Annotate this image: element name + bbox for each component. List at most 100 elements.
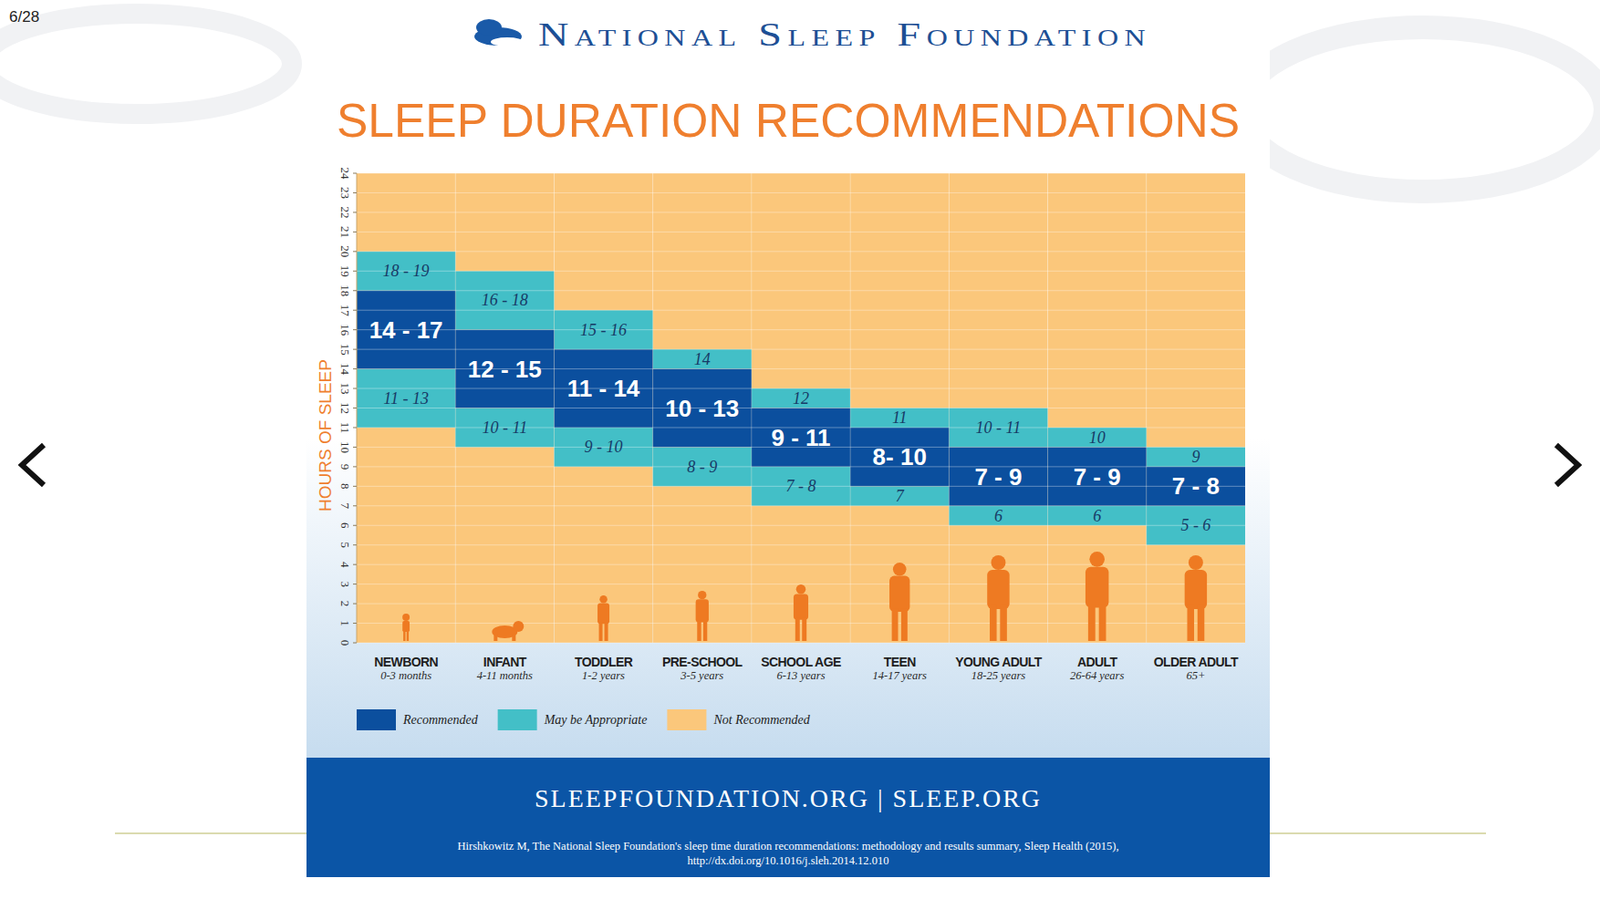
range-bar [1048, 427, 1147, 447]
category-label: PRE-SCHOOL [662, 654, 743, 670]
tick-label: 17 [338, 304, 353, 318]
data-label: 14 [694, 350, 711, 369]
tick-label: 3 [338, 581, 353, 588]
category-age: 26-64 years [1070, 669, 1124, 683]
grid-line [356, 407, 1246, 409]
grid-line [356, 192, 1246, 194]
data-labels: 14 - 1712 - 1511 - 1410 - 139 - 118- 107… [369, 261, 1220, 535]
grid-line [356, 310, 1246, 312]
data-label: 9 [1191, 447, 1200, 467]
silhouette [599, 622, 603, 642]
category-label: OLDER ADULT [1153, 654, 1239, 670]
range-bar [850, 427, 949, 487]
tick [353, 192, 357, 194]
logo [474, 19, 524, 47]
tick [353, 407, 357, 409]
grid-line [356, 329, 1246, 331]
tick-label: 24 [338, 167, 353, 181]
silhouette [599, 595, 608, 604]
prev-arrow[interactable] [21, 445, 44, 486]
category-age: 65+ [1185, 669, 1206, 683]
column-divider [948, 173, 950, 644]
silhouette [889, 576, 910, 613]
data-label: 11 [892, 408, 908, 427]
silhouette [1184, 570, 1207, 610]
data-label: 8 - 9 [686, 457, 717, 477]
tick-label: 21 [338, 226, 353, 239]
tick [353, 270, 357, 272]
tick [353, 349, 357, 351]
range-bar [356, 369, 456, 428]
tick [353, 368, 357, 370]
range-bar [356, 290, 456, 370]
next-arrow[interactable] [1556, 445, 1579, 486]
swirl [1240, 27, 1600, 192]
range-bar [455, 330, 554, 409]
tick-label: 5 [338, 541, 353, 549]
silhouettes [402, 551, 1207, 642]
column-divider [850, 173, 852, 644]
silhouette [1089, 551, 1105, 568]
data-label: 9 - 11 [770, 424, 831, 452]
tick [353, 310, 357, 312]
category-age: 14-17 years [872, 669, 927, 683]
logo-shape [476, 19, 502, 36]
tick [353, 329, 357, 331]
citation: http://dx.doi.org/10.1016/j.sleh.2014.12… [687, 854, 890, 868]
data-label: 15 - 16 [580, 321, 627, 340]
silhouette [1188, 555, 1204, 571]
data-label: 12 [792, 389, 810, 408]
panel [306, 0, 1270, 759]
silhouette [990, 555, 1006, 571]
data-label: 7 - 9 [974, 463, 1022, 491]
tick [353, 505, 357, 507]
tick-label: 16 [338, 323, 353, 337]
y-axis-label: HOURS OF SLEEP [315, 359, 335, 512]
silhouette [403, 631, 406, 642]
grid-line [356, 583, 1246, 585]
y-axis: 0123456789101112131415161718192021222324 [338, 167, 358, 647]
data-label: 16 - 18 [481, 290, 529, 310]
legend-label: Not Recommended [712, 713, 811, 728]
tick-label: 8 [338, 483, 353, 490]
silhouette [1085, 567, 1109, 609]
range-bar [1146, 446, 1246, 467]
legend-label: May be Appropriate [543, 713, 648, 728]
silhouette [697, 591, 707, 600]
tick-label: 0 [338, 640, 353, 647]
silhouette [795, 617, 800, 642]
data-label: 12 - 15 [467, 355, 542, 384]
tick-label: 1 [338, 620, 353, 627]
range-bar [948, 506, 1048, 526]
category-label: SCHOOL AGE [760, 654, 842, 670]
data-label: 7 [895, 487, 905, 506]
grid-line [356, 270, 1246, 272]
tick-label: 2 [338, 601, 353, 608]
data-label: 11 - 14 [567, 374, 641, 403]
grid-line [356, 231, 1246, 233]
footer: SLEEPFOUNDATION.ORG | SLEEP.ORG Hirshkowi… [306, 758, 1270, 878]
tick-label: 22 [338, 206, 353, 219]
range-bar [1048, 506, 1147, 526]
data-label: 6 [994, 507, 1003, 526]
tick-label: 9 [338, 464, 353, 471]
range-bar [653, 349, 752, 369]
silhouette [1088, 603, 1096, 642]
silhouette [796, 584, 807, 595]
silhouette [696, 599, 709, 623]
grid-line [356, 544, 1246, 546]
category-age: 18-25 years [971, 669, 1026, 683]
tick [353, 388, 357, 390]
citation: Hirshkowitz M, The National Sleep Founda… [457, 840, 1119, 853]
silhouette [892, 608, 899, 642]
silhouette [604, 622, 609, 642]
grid-line [356, 250, 1246, 252]
silhouette [696, 620, 701, 642]
silhouette [999, 605, 1008, 642]
category-age: 0-3 months [380, 669, 432, 683]
grid-line [356, 211, 1246, 213]
footer-links: SLEEPFOUNDATION.ORG | SLEEP.ORG [534, 784, 1042, 813]
silhouette [402, 621, 410, 633]
column-divider [455, 173, 457, 644]
silhouette [793, 594, 809, 621]
